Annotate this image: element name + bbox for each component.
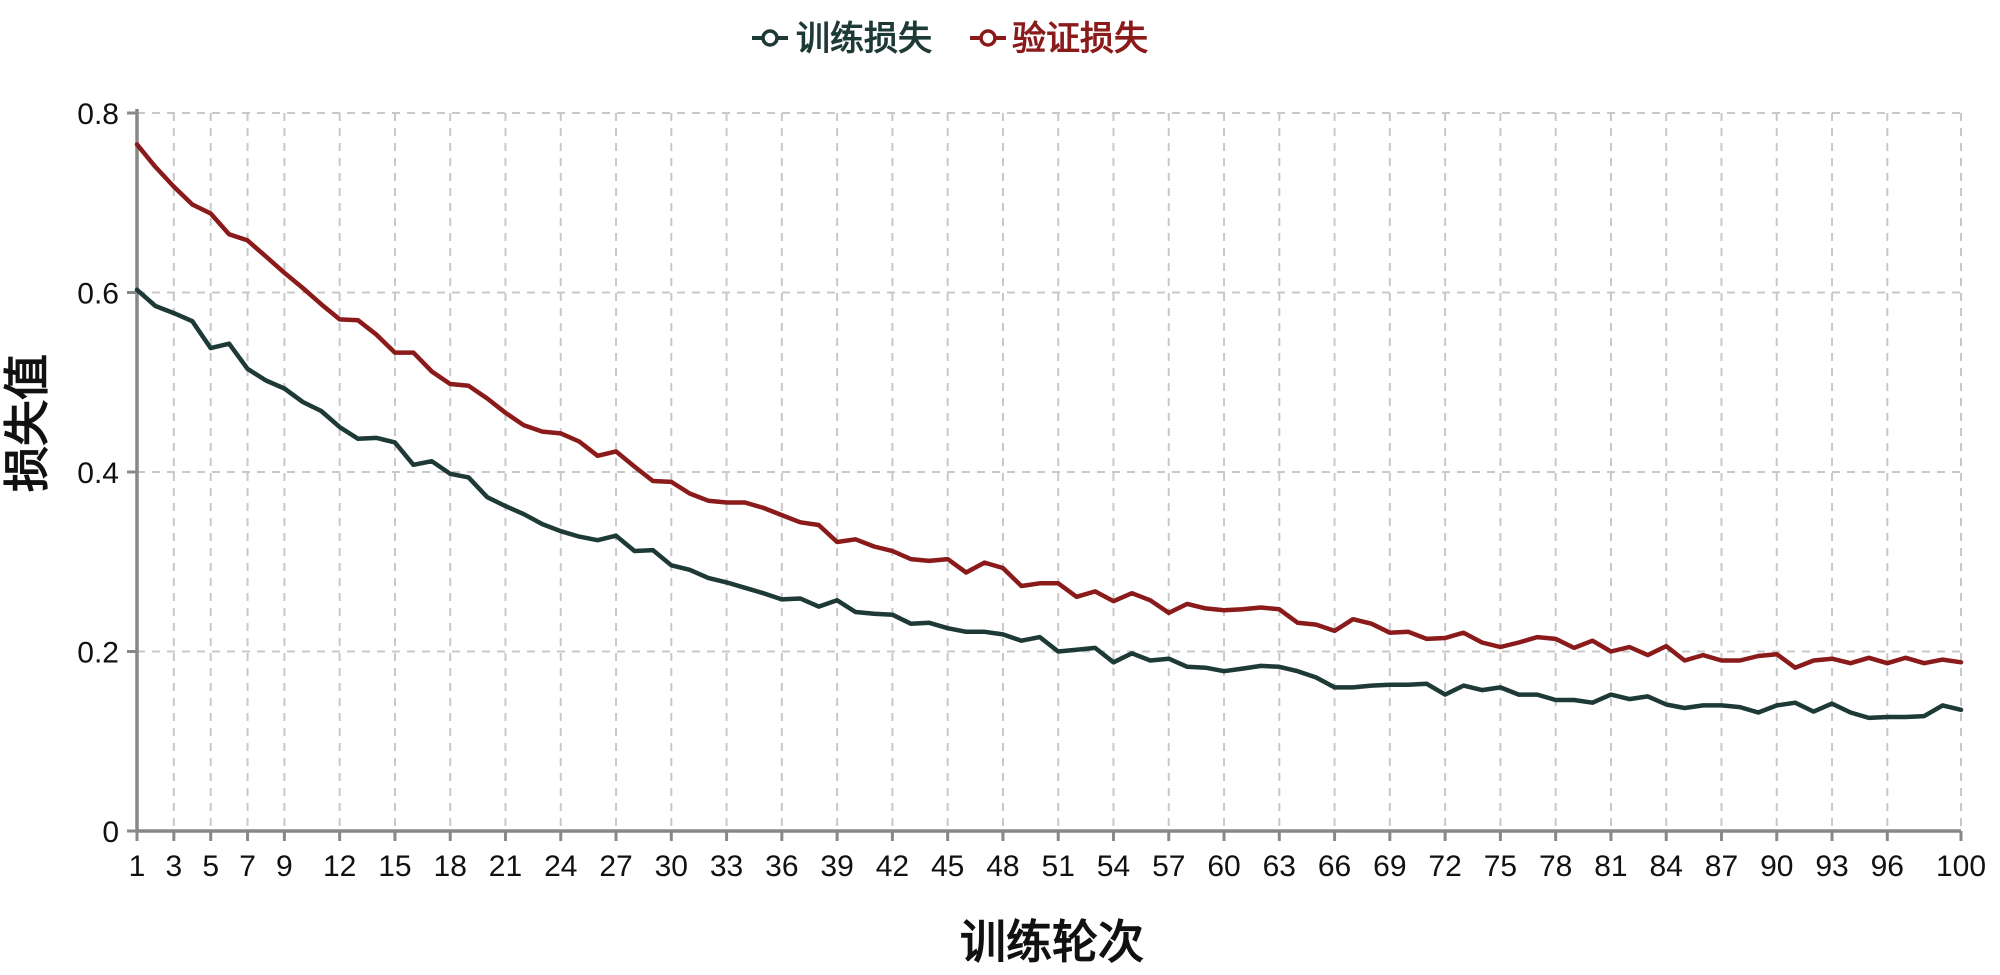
x-tick-label: 93 bbox=[1815, 850, 1848, 883]
x-tick-label: 5 bbox=[202, 850, 219, 883]
x-tick-label: 96 bbox=[1871, 850, 1904, 883]
legend-val-label: 验证损失 bbox=[1012, 19, 1149, 59]
x-tick-label: 81 bbox=[1594, 850, 1627, 883]
x-tick-label: 1 bbox=[129, 850, 146, 883]
x-tick-label: 9 bbox=[276, 850, 293, 883]
x-tick-label: 18 bbox=[434, 850, 467, 883]
x-tick-label: 72 bbox=[1428, 850, 1461, 883]
tick-labels: 00.20.40.60.81 3 5 7 9 12 15 18 21 24 27 30 33 36 39 42… bbox=[77, 98, 1986, 883]
legend: 训练损失 验证损失 bbox=[752, 19, 1149, 59]
x-tick-label: 24 bbox=[544, 850, 577, 883]
x-tick-label: 42 bbox=[876, 850, 909, 883]
y-tick-label: 0 bbox=[102, 816, 119, 849]
x-tick-label: 63 bbox=[1263, 850, 1296, 883]
series-line-train bbox=[134, 287, 1964, 721]
x-tick-label: 51 bbox=[1042, 850, 1075, 883]
x-tick-label: 45 bbox=[931, 850, 964, 883]
x-tick-label: 27 bbox=[599, 850, 632, 883]
x-axis-title: 训练轮次 bbox=[960, 915, 1144, 969]
series-line-val bbox=[134, 142, 1964, 670]
y-axis-title: 损失值 bbox=[0, 354, 54, 492]
x-tick-label: 57 bbox=[1152, 850, 1185, 883]
x-tick-label: 66 bbox=[1318, 850, 1351, 883]
x-tick-label: 33 bbox=[710, 850, 743, 883]
legend-train-marker-icon bbox=[761, 29, 779, 47]
y-tick-label: 0.8 bbox=[77, 98, 119, 131]
x-tick-label: 54 bbox=[1097, 850, 1130, 883]
x-tick-label: 60 bbox=[1207, 850, 1240, 883]
x-tick-label: 12 bbox=[323, 850, 356, 883]
x-tick-label: 39 bbox=[820, 850, 853, 883]
x-tick-label: 15 bbox=[378, 850, 411, 883]
x-tick-label: 30 bbox=[655, 850, 688, 883]
y-tick-label: 0.6 bbox=[77, 278, 119, 311]
series-group bbox=[134, 142, 1964, 721]
legend-val-marker-icon bbox=[979, 29, 997, 47]
x-tick-label: 78 bbox=[1539, 850, 1572, 883]
grid bbox=[137, 112, 1962, 831]
x-tick-label: 75 bbox=[1484, 850, 1517, 883]
y-tick-label: 0.2 bbox=[77, 637, 119, 670]
x-tick-label: 69 bbox=[1373, 850, 1406, 883]
x-tick-label: 48 bbox=[986, 850, 1019, 883]
axes bbox=[127, 109, 1963, 841]
legend-item-train: 训练损失 bbox=[752, 19, 933, 59]
y-tick-label: 0.4 bbox=[77, 457, 119, 490]
x-tick-label: 3 bbox=[166, 850, 183, 883]
x-tick-label: 87 bbox=[1705, 850, 1738, 883]
x-tick-label: 21 bbox=[489, 850, 522, 883]
x-tick-label: 100 bbox=[1936, 850, 1986, 883]
legend-item-val: 验证损失 bbox=[970, 19, 1149, 59]
x-tick-label: 90 bbox=[1760, 850, 1793, 883]
legend-train-label: 训练损失 bbox=[796, 19, 933, 59]
x-tick-label: 84 bbox=[1650, 850, 1683, 883]
x-tick-label: 36 bbox=[765, 850, 798, 883]
x-tick-label: 7 bbox=[239, 850, 256, 883]
